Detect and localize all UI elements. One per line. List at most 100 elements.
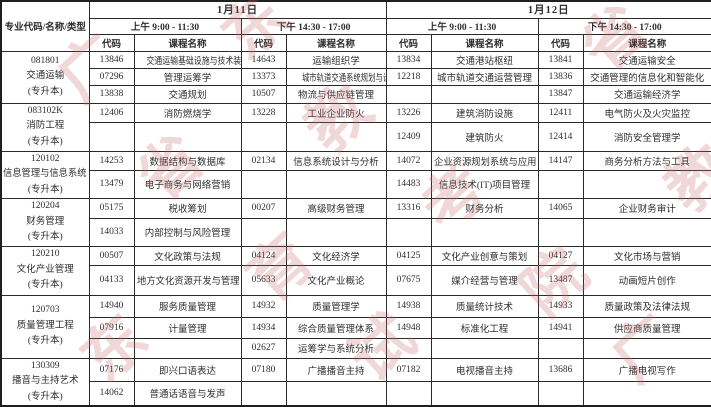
course-name-cell: 媒介经营与管理 xyxy=(430,264,539,296)
course-name-cell-text: 建筑消防设施 xyxy=(456,109,514,120)
course-name-column-header: 课程名称 xyxy=(133,33,242,52)
course-name-cell-text: 服务质量管理 xyxy=(158,303,216,313)
course-code-cell xyxy=(88,121,135,152)
course-name-cell-text: 质量政策及法律法规 xyxy=(604,303,691,313)
course-name-cell-text: 企业资源规划系统与应用 xyxy=(433,157,537,168)
course-name-cell-text: 商务分析方法与工具 xyxy=(604,157,691,168)
course-code-cell: 14941 xyxy=(537,316,584,339)
session-header: 上午 9:00 - 11:30 xyxy=(385,17,539,35)
course-code-cell-text: 14033 xyxy=(99,227,124,238)
date-header-day1: 1月11日 xyxy=(88,0,387,19)
course-name-cell-text: 标准化工程 xyxy=(460,324,509,335)
course-name-cell-text: 建筑防火 xyxy=(465,133,504,144)
major-name-text: 质量管理工程 xyxy=(16,320,74,331)
course-name-column-header: 课程名称 xyxy=(582,33,711,52)
course-name-cell xyxy=(430,380,539,407)
course-name-cell-text: 电子商务与网络营销 xyxy=(144,181,231,192)
major-code: 120210 xyxy=(2,247,88,263)
course-code-cell-text: 07916 xyxy=(99,322,124,333)
course-code-cell: 07296 xyxy=(88,67,135,86)
course-name-cell-text: 文化经济学 xyxy=(312,252,360,263)
course-name-cell: 交通运输经济学 xyxy=(582,84,711,104)
major-type-text: (专升本) xyxy=(27,232,63,242)
course-name-cell: 交通港站枢纽 xyxy=(430,50,539,69)
course-name-cell-text: 企业财务审计 xyxy=(618,205,676,216)
course-code-cell xyxy=(88,337,135,359)
course-code-cell-text: 10507 xyxy=(251,89,276,99)
course-name-cell-text: 文化产业创意与策划 xyxy=(441,252,528,263)
course-code-cell-text: 13373 xyxy=(251,71,276,82)
date-header-day2: 1月12日 xyxy=(385,0,711,19)
course-name-cell-text: 消防安全管理学 xyxy=(614,133,681,144)
course-code-cell-text: 07675 xyxy=(396,275,421,285)
course-code-cell: 13836 xyxy=(537,67,584,86)
code-column-header: 代码 xyxy=(537,33,584,52)
session-header-text: 下午 14:30 - 17:00 xyxy=(276,23,351,33)
major-type: (专升本) xyxy=(2,278,88,294)
course-code-cell-text: 13228 xyxy=(251,107,276,118)
course-name-cell: 计量管理 xyxy=(133,316,242,339)
table-row: 120703 质量管理工程 (专升本) 14940 服务质量管理 14932 质量管理学 14… xyxy=(0,294,711,359)
course-code-cell: 13834 xyxy=(385,50,432,69)
course-name-column-header-text: 课程名称 xyxy=(465,39,504,50)
session-header: 下午 14:30 - 17:00 xyxy=(240,17,387,35)
course-code-cell: 14934 xyxy=(240,316,287,339)
course-name-cell: 消防燃烧学 xyxy=(133,102,242,123)
course-code-cell-text: 13479 xyxy=(99,179,124,190)
course-name-cell: 交通运输基础设施与技术装备 xyxy=(133,50,242,69)
course-code-cell: 07176 xyxy=(88,357,135,382)
major-code: 081801 xyxy=(2,54,88,70)
course-code-cell-text: 14932 xyxy=(251,301,276,311)
course-name-cell-text: 电视播音主持 xyxy=(456,366,514,377)
course-name-cell: 信息系统设计与分析 xyxy=(285,150,387,171)
table-row: 120204 财务管理 (专升本) 05175 税收筹划 00207 高级财务管理 13316… xyxy=(0,198,711,247)
course-code-cell-text: 07182 xyxy=(396,364,421,375)
course-name-cell-text: 税收筹划 xyxy=(168,205,207,216)
course-name-cell: 文化政策与法规 xyxy=(133,245,242,266)
course-code-cell-text: 07180 xyxy=(251,364,276,375)
major-type: (专升本) xyxy=(2,230,88,245)
course-name-cell xyxy=(285,121,387,152)
course-name-cell-text: 广播电视写作 xyxy=(618,366,676,377)
course-code-cell: 07182 xyxy=(385,357,432,382)
course-name-cell-text: 交通运输基础设施与技术装备 xyxy=(145,56,241,67)
major-code: 130309 xyxy=(2,359,88,374)
course-code-cell xyxy=(537,169,584,200)
course-code-cell xyxy=(240,217,287,247)
course-code-cell-text: 02134 xyxy=(251,155,276,166)
course-code-cell: 00507 xyxy=(88,245,135,266)
session-header-text: 上午 9:00 - 11:30 xyxy=(427,23,497,33)
course-code-cell: 13479 xyxy=(88,169,135,200)
course-code-cell: 14072 xyxy=(385,150,432,171)
course-name-cell-text: 城市轨道交通系统规划与设计 xyxy=(301,73,385,84)
course-code-cell-text: 12411 xyxy=(548,107,573,118)
course-name-cell xyxy=(285,217,387,247)
course-code-cell: 14948 xyxy=(385,316,432,339)
course-code-cell: 14933 xyxy=(537,294,584,318)
course-name-cell: 信息技术(IT)项目管理 xyxy=(430,169,539,200)
course-code-cell xyxy=(537,380,584,407)
major-name: 播音与主持艺术 xyxy=(2,374,88,390)
major-type: (专升本) xyxy=(2,135,88,150)
major-type: (专升本) xyxy=(2,390,88,406)
table-header: 专业代码/名称/类型 1月11日 1月12日 上午 9:00 - 11:30 下午 14… xyxy=(0,0,711,52)
major-code: 120703 xyxy=(2,303,88,319)
course-code-cell xyxy=(240,121,287,152)
course-code-cell-text: 13838 xyxy=(99,89,124,99)
course-code-cell: 02627 xyxy=(240,337,287,359)
major-cell: 083102K 消防工程 (专升本) xyxy=(0,102,90,152)
course-code-cell: 14483 xyxy=(385,169,432,200)
course-code-cell: 13373 xyxy=(240,67,287,86)
course-code-cell: 14940 xyxy=(88,294,135,318)
date-header-day1-text: 1月11日 xyxy=(216,5,259,17)
course-name-cell: 广播电视写作 xyxy=(582,357,711,382)
course-code-cell-text: 14933 xyxy=(548,301,573,311)
code-column-header-text: 代码 xyxy=(399,39,419,50)
course-name-cell: 交通规划 xyxy=(133,84,242,104)
course-code-cell: 14033 xyxy=(88,217,135,247)
course-code-cell-text: 14941 xyxy=(548,322,573,333)
course-code-cell xyxy=(385,337,432,359)
course-name-cell-text: 质量统计技术 xyxy=(456,303,514,313)
major-name-text: 信息管理与信息系统 xyxy=(3,169,88,179)
